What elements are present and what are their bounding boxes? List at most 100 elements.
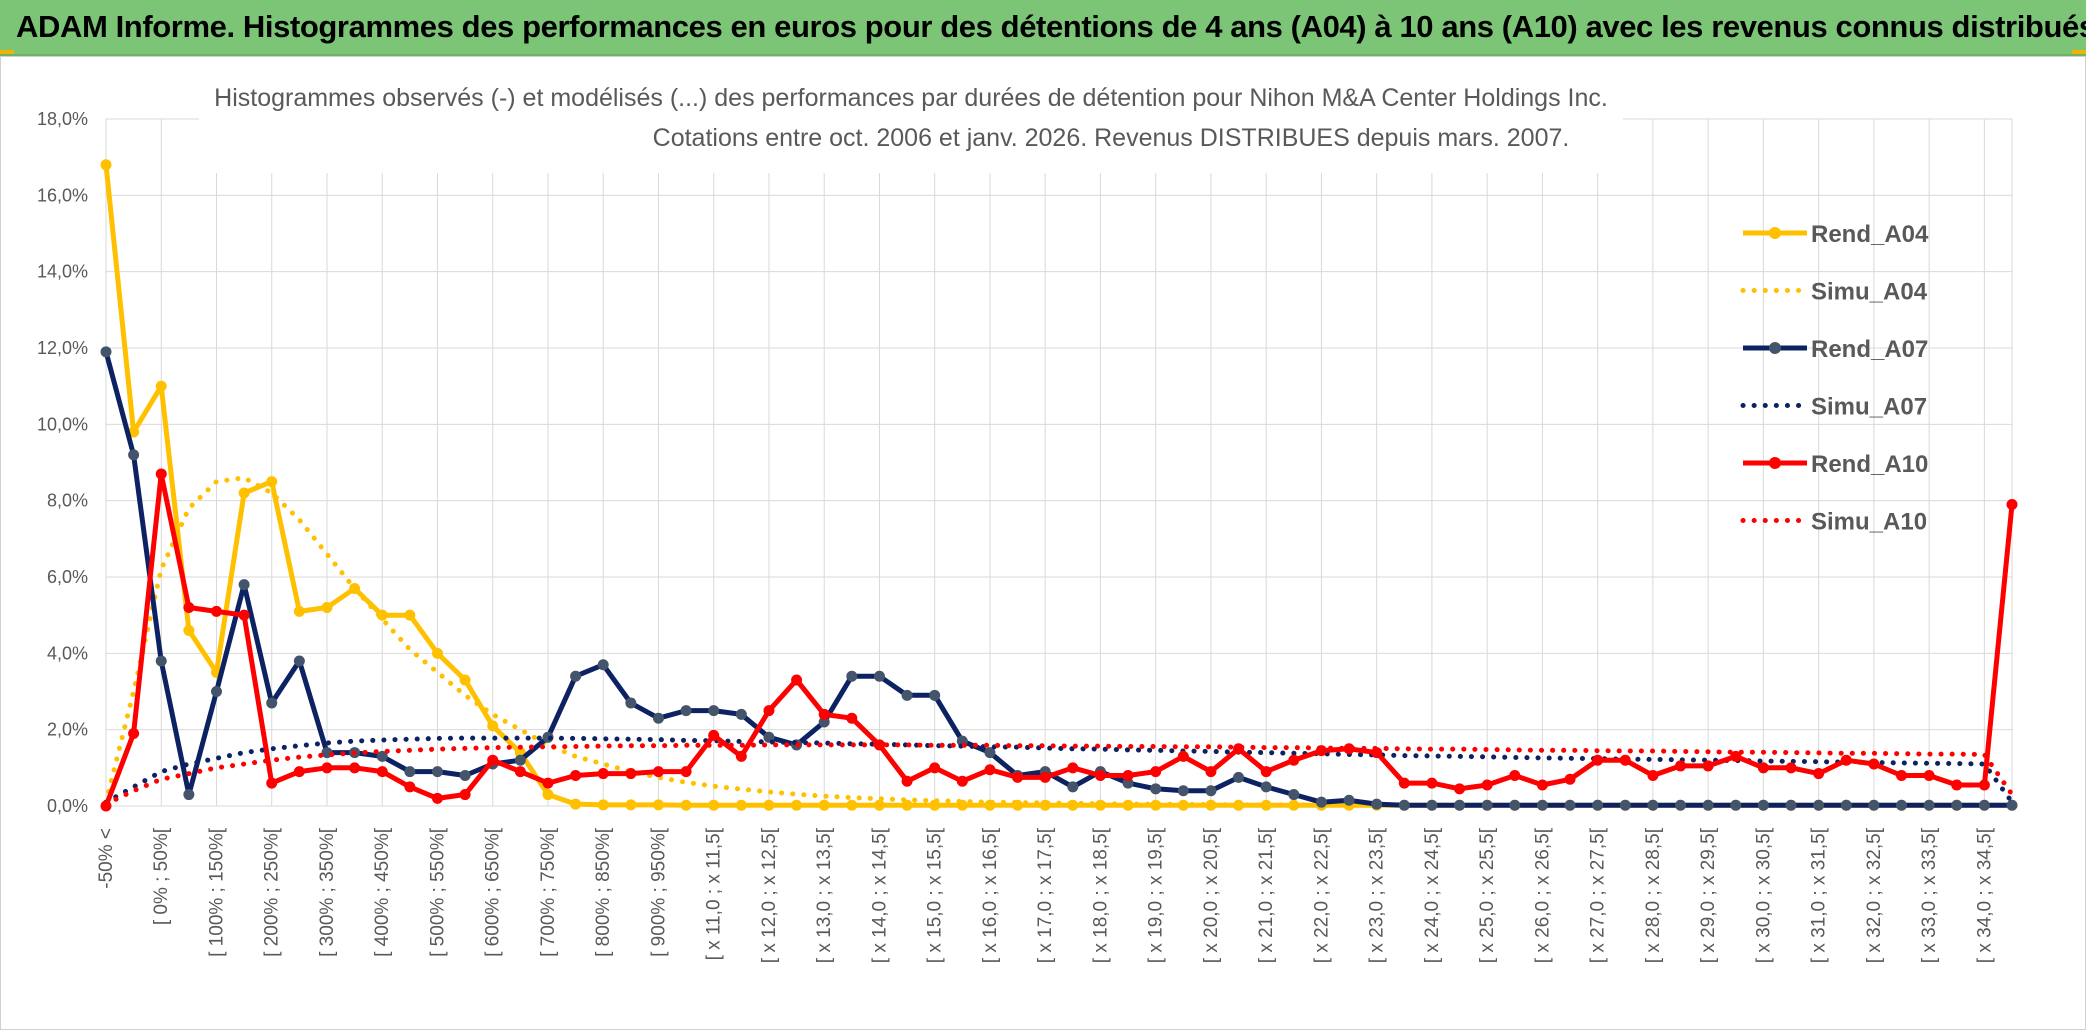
legend-marker [1769, 342, 1781, 354]
x-tick-label: [ x 26,0 ; x 26,5[ [1532, 827, 1553, 963]
data-point [266, 697, 278, 709]
data-point [1426, 799, 1438, 811]
data-point [1398, 777, 1410, 789]
data-point [873, 670, 885, 682]
x-tick-label: [ x 27,0 ; x 27,5[ [1588, 827, 1609, 963]
legend-label: Rend_A07 [1811, 336, 1928, 363]
data-point [487, 720, 499, 732]
x-tick-label: [ 400% ; 450%[ [372, 827, 393, 957]
data-point [266, 777, 278, 789]
x-tick-label: [ 100% ; 150%[ [206, 827, 227, 957]
y-axis-ticks: 0,0% 2,0% 4,0% 6,0% 8,0% 10,0% 12,0% 14,0% 16,0%… [37, 109, 88, 816]
legend-label: Simu_A07 [1811, 394, 1927, 421]
legend-label: Rend_A04 [1811, 221, 1929, 248]
data-point [1398, 799, 1410, 811]
x-tick-label: [ x 30,0 ; x 30,5[ [1753, 827, 1774, 963]
series-line [103, 351, 2012, 808]
x-tick-label: [ x 29,0 ; x 29,5[ [1698, 827, 1719, 963]
x-tick-label: [ x 34,0 ; x 34,5[ [1974, 827, 1995, 963]
y-tick-label: 8,0% [47, 491, 88, 511]
data-point [680, 799, 692, 811]
legend-item: Simu_A07 [1740, 394, 1927, 421]
data-point [984, 747, 996, 759]
data-point [708, 799, 720, 811]
data-point [1454, 783, 1466, 795]
data-point [625, 799, 637, 811]
data-point [1343, 794, 1355, 806]
data-point [238, 579, 250, 591]
data-point [1177, 750, 1189, 762]
series-simu-a04 [103, 475, 2015, 808]
data-point [1675, 760, 1687, 772]
data-point [680, 705, 692, 717]
data-point [570, 769, 582, 781]
data-point [1288, 789, 1300, 801]
series-lines [100, 159, 2018, 812]
y-tick-label: 12,0% [37, 338, 88, 358]
data-point [873, 799, 885, 811]
corner-accent-left [0, 50, 14, 54]
data-point [459, 674, 471, 686]
data-point [321, 602, 333, 614]
data-point [1592, 799, 1604, 811]
chart-legend: Rend_A04 Simu_A04 Rend_A07 Simu_A07 Rend_A10… [1740, 221, 1929, 536]
data-point [1205, 766, 1217, 778]
data-point [542, 789, 554, 801]
data-point [1923, 769, 1935, 781]
data-point [1647, 799, 1659, 811]
data-point [956, 775, 968, 787]
gridlines [105, 118, 2013, 807]
data-point [597, 799, 609, 811]
data-point [1730, 799, 1742, 811]
data-point [1813, 799, 1825, 811]
data-point [735, 708, 747, 720]
x-tick-label: [ x 12,0 ; x 12,5[ [759, 827, 780, 963]
data-point [1785, 762, 1797, 774]
data-point [459, 789, 471, 801]
data-point [1896, 799, 1908, 811]
data-point [652, 712, 664, 724]
x-tick-label: [ x 22,0 ; x 22,5[ [1311, 827, 1332, 963]
data-point [625, 697, 637, 709]
data-point [155, 468, 167, 480]
x-tick-label: [ x 21,0 ; x 21,5[ [1256, 827, 1277, 963]
data-point [1868, 799, 1880, 811]
x-tick-label: [ x 15,0 ; x 15,5[ [925, 827, 946, 963]
data-point [431, 647, 443, 659]
data-point [183, 789, 195, 801]
x-tick-label: [ x 24,0 ; x 24,5[ [1422, 827, 1443, 963]
data-point [846, 799, 858, 811]
x-tick-label: [ 300% ; 350%[ [317, 827, 338, 957]
data-point [901, 799, 913, 811]
data-point [183, 624, 195, 636]
data-point [1122, 769, 1134, 781]
legend-item: Simu_A10 [1740, 509, 1927, 536]
histogram-chart: 0,0% 2,0% 4,0% 6,0% 8,0% 10,0% 12,0% 14,0% 16,0%… [37, 77, 2018, 963]
data-point [349, 762, 361, 774]
series-line [103, 164, 2012, 808]
data-point [763, 705, 775, 717]
data-point [2006, 498, 2018, 510]
series-rend-a04 [100, 159, 2018, 811]
data-point [1509, 799, 1521, 811]
data-point [984, 764, 996, 776]
x-tick-label: [ 900% ; 950%[ [648, 827, 669, 957]
data-point [100, 159, 112, 171]
data-point [929, 689, 941, 701]
data-point [597, 659, 609, 671]
data-point [1840, 754, 1852, 766]
data-point [404, 766, 416, 778]
legend-label: Rend_A10 [1811, 451, 1928, 478]
data-point [1177, 785, 1189, 797]
data-point [1702, 799, 1714, 811]
data-point [1067, 762, 1079, 774]
data-point [1012, 771, 1024, 783]
data-point [1978, 779, 1990, 791]
data-point [763, 799, 775, 811]
data-point [1840, 799, 1852, 811]
data-point [818, 799, 830, 811]
data-point [1150, 766, 1162, 778]
data-point [1039, 771, 1051, 783]
x-tick-label: [ x 14,0 ; x 14,5[ [869, 827, 890, 963]
data-point [376, 766, 388, 778]
